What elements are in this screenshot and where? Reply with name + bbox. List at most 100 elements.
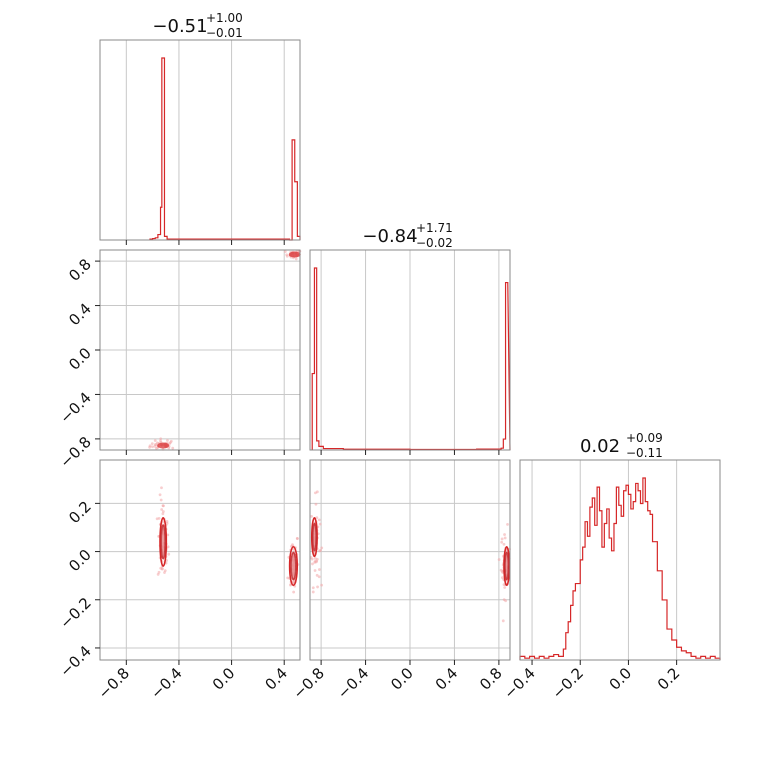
- sample-point-p2_vs_p0-0-57: [155, 517, 159, 521]
- ytick-label-1-1: −0.4: [56, 389, 94, 427]
- sample-point-p2_vs_p1-0-6: [311, 562, 314, 566]
- contour-inner-p2_vs_p0-0: [160, 524, 166, 560]
- xtick-label-0-0: −0.8: [95, 664, 133, 702]
- sample-point-p2_vs_p1-1-44: [500, 540, 504, 544]
- sample-point-p2_vs_p0-0-12: [161, 512, 165, 516]
- panel-r2-c2: −0.4 −0.2 0.0 0.2 0.02 +0.09−0.11: [500, 431, 721, 703]
- sample-point-p2_vs_p0-0-13: [160, 508, 164, 511]
- sample-point-p1_vs_p0-1-8: [294, 257, 298, 261]
- contour-inner-p2_vs_p0-1: [290, 551, 297, 581]
- sample-point-p2_vs_p1-0-48: [320, 546, 324, 550]
- xtick-label-2-3: 0.2: [654, 664, 684, 694]
- contour-outer-p2_vs_p1-1: [503, 545, 511, 587]
- sample-point-p2_vs_p1-1-9: [497, 558, 501, 561]
- sample-point-p2_vs_p1-0-25: [314, 491, 317, 495]
- ytick-label-2-3: 0.2: [65, 497, 95, 527]
- xtick-label-2-1: −0.2: [549, 664, 587, 702]
- contour-outer-p2_vs_p1-0: [310, 517, 318, 558]
- sample-point-p2_vs_p0-0-47: [165, 520, 169, 523]
- title-lower-param-2: −0.11: [626, 446, 663, 460]
- title-upper-param-2: +0.09: [626, 431, 663, 445]
- ytick-label-1-4: 0.8: [65, 255, 95, 285]
- sample-point-p2_vs_p0-0-40: [163, 571, 166, 574]
- xtick-label-1-1: −0.4: [334, 664, 372, 702]
- title-lower-param-0: −0.01: [206, 26, 243, 40]
- ytick-label-2-1: −0.2: [56, 594, 94, 632]
- sample-point-p2_vs_p1-1-48: [504, 599, 508, 603]
- sample-point-p2_vs_p1-0-47: [317, 518, 321, 522]
- panel-r1-c0: −0.8 −0.4 0.0 0.4 0.8: [56, 249, 302, 471]
- sample-point-p2_vs_p1-0-14: [311, 590, 315, 594]
- sample-point-p2_vs_p1-0-2: [316, 585, 319, 589]
- ytick-label-1-3: 0.4: [65, 300, 95, 330]
- panel-r2-c1: −0.8 −0.4 0.0 0.4 0.8: [289, 459, 511, 703]
- sample-point-p2_vs_p0-0-36: [161, 510, 165, 513]
- sample-point-p2_vs_p1-1-23: [502, 542, 506, 546]
- sample-point-p2_vs_p1-0-7: [313, 569, 317, 572]
- sample-point-p2_vs_p0-0-43: [161, 567, 164, 571]
- sample-point-p2_vs_p0-1-38: [289, 583, 292, 587]
- sample-point-p2_vs_p1-0-21: [320, 583, 324, 587]
- sample-point-p2_vs_p0-0-7: [160, 486, 163, 490]
- sample-point-p1_vs_p0-0-1: [159, 439, 162, 443]
- title-upper-param-0: +1.00: [206, 11, 243, 25]
- sample-point-p2_vs_p1-0-9: [311, 586, 315, 590]
- sample-point-p2_vs_p1-1-26: [506, 522, 509, 526]
- sample-point-p1_vs_p0-0-30: [166, 439, 169, 442]
- sample-point-p2_vs_p1-0-46: [317, 575, 321, 579]
- ytick-label-2-2: 0.0: [65, 546, 95, 576]
- sample-point-p2_vs_p1-0-30: [315, 573, 319, 577]
- sample-point-p2_vs_p1-1-19: [503, 533, 506, 536]
- ytick-label-1-0: −0.8: [56, 433, 94, 471]
- sample-point-p2_vs_p0-1-34: [286, 576, 290, 580]
- dense-cluster-0: [157, 442, 170, 449]
- xtick-label-2-0: −0.4: [500, 664, 538, 702]
- xtick-label-1-0: −0.8: [289, 664, 327, 702]
- panel-r2-c0: −0.8 −0.4 0.0 0.4−0.4−0.20.00.2: [56, 459, 301, 703]
- contour-outer-p2_vs_p0-1: [288, 545, 299, 587]
- sample-point-p2_vs_p0-0-14: [167, 552, 171, 556]
- title-param-1: −0.84: [362, 226, 417, 247]
- xtick-label-0-1: −0.4: [147, 664, 185, 702]
- sample-point-p2_vs_p1-0-29: [310, 514, 313, 518]
- panel-r0-c0: −0.51+1.00−0.01: [99, 11, 301, 245]
- sample-point-p1_vs_p0-0-32: [155, 441, 159, 445]
- sample-point-p2_vs_p0-0-29: [159, 498, 163, 502]
- panel-frame-r2-c0: [99, 459, 301, 661]
- sample-point-p1_vs_p0-1-6: [285, 254, 289, 258]
- sample-point-p2_vs_p0-1-7: [292, 590, 296, 594]
- ytick-label-1-2: 0.0: [65, 344, 95, 374]
- panel-r1-c1: −0.84+1.71−0.02: [309, 221, 511, 455]
- panel-frame-r2-c2: [519, 459, 721, 661]
- title-param-0: −0.51: [152, 16, 207, 37]
- sample-point-p2_vs_p1-0-11: [318, 568, 321, 571]
- sample-point-p2_vs_p1-0-34: [318, 549, 321, 553]
- sample-point-p1_vs_p0-0-24: [150, 442, 154, 446]
- histogram-param-1: [311, 267, 511, 451]
- ytick-label-2-0: −0.4: [56, 642, 94, 680]
- panel-frame-r0-c0: [99, 39, 301, 241]
- title-upper-param-1: +1.71: [416, 221, 453, 235]
- title-lower-param-1: −0.02: [416, 236, 453, 250]
- contour-outer-p2_vs_p0-0: [159, 517, 168, 567]
- sample-point-p2_vs_p0-0-50: [157, 570, 161, 574]
- contour-inner-p2_vs_p1-0: [311, 522, 317, 552]
- xtick-label-2-2: 0.0: [606, 664, 636, 694]
- sample-point-p1_vs_p0-0-36: [148, 444, 152, 448]
- sample-point-p2_vs_p1-1-22: [499, 568, 503, 572]
- sample-point-p2_vs_p1-0-58: [314, 502, 318, 506]
- xtick-label-0-3: 0.4: [261, 664, 291, 694]
- sample-point-p2_vs_p0-0-24: [161, 504, 165, 508]
- sample-point-p1_vs_p0-0-27: [168, 442, 172, 446]
- sample-point-p2_vs_p0-1-42: [295, 537, 299, 540]
- sample-point-p1_vs_p0-0-38: [153, 439, 157, 442]
- sample-point-p2_vs_p1-1-27: [501, 619, 505, 623]
- xtick-label-1-2: 0.0: [387, 664, 417, 694]
- sample-point-p2_vs_p1-1-18: [503, 586, 507, 589]
- sample-point-p1_vs_p0-1-13: [283, 250, 287, 254]
- sample-point-p2_vs_p1-1-28: [500, 537, 504, 541]
- sample-point-p1_vs_p0-0-31: [151, 445, 154, 449]
- histogram-param-0: [149, 57, 301, 241]
